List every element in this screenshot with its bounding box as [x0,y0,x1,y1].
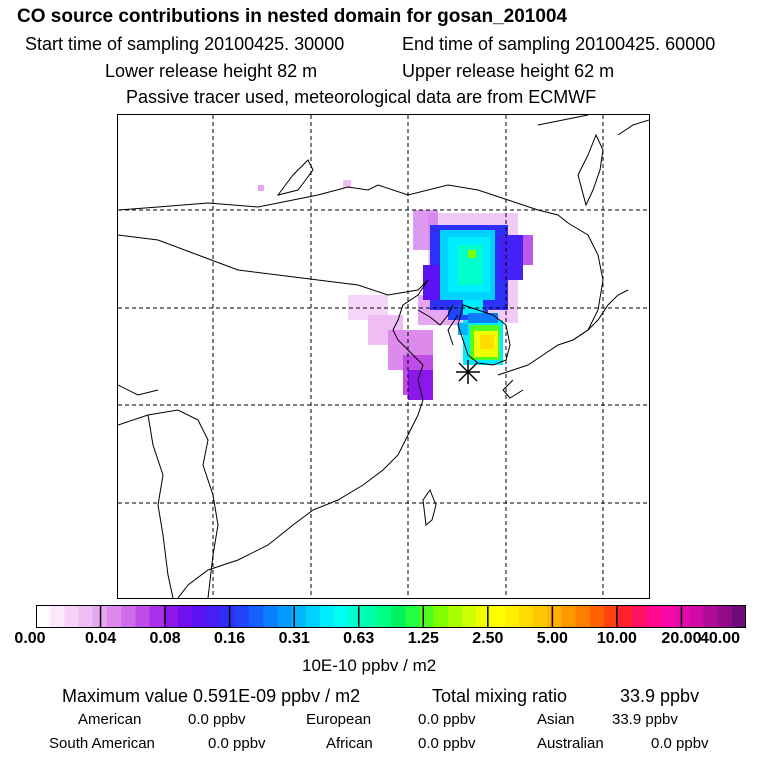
colorbar-cell [589,605,605,628]
colorbar-cell [547,605,562,628]
colorbar-tick-label: 0.00 [14,630,46,647]
colorbar-cell [135,605,151,628]
contribution-name-european: European [306,711,372,728]
colorbar-cell [277,605,293,628]
colorbar-tick-label: 20.00 [661,630,702,647]
colorbar-cell [405,605,420,628]
contribution-name-american: American [78,711,142,728]
colorbar-cell [36,605,51,628]
start-time-label: Start time of sampling 20100425. 30000 [25,34,345,54]
colorbar-cell [646,605,662,628]
colorbar-cell [575,605,591,628]
colorbar-tick-label: 0.31 [278,630,310,647]
colorbar-cell [263,605,278,628]
receptor-marker-icon [456,360,480,384]
total-mixing-ratio-label: Total mixing ratio [432,686,568,706]
colorbar-cell [703,605,719,628]
contribution-value-european: 0.0 ppbv [418,711,476,728]
colorbar-cell [220,605,236,628]
contribution-name-asian: Asian [537,711,575,728]
colorbar-cell [675,605,690,628]
contribution-name-south-american: South American [49,735,155,752]
colorbar-cell [78,605,94,628]
colorbar-cell [291,605,307,628]
colorbar-cell [490,605,506,628]
colorbar-cell [362,605,378,628]
colorbar-tick-label: 0.08 [149,630,181,647]
colorbar-tick-label: 2.50 [472,630,504,647]
colorbar-cell [305,605,321,628]
colorbar-cell [320,605,335,628]
colorbar-cell [660,605,676,628]
colorbar-cell [447,605,463,628]
colorbar-cell [433,605,449,628]
colorbar-cell [518,605,534,628]
plot-title: CO source contributions in nested domain… [17,6,568,27]
contribution-value-american: 0.0 ppbv [188,711,246,728]
colorbar-tick-label: 1.25 [407,630,439,647]
colorbar-units-label: 10E-10 ppbv / m2 [302,656,437,675]
contribution-value-australian: 0.0 ppbv [651,735,709,752]
contribution-name-australian: Australian [537,735,604,752]
colorbar-tick-label: 0.16 [214,630,246,647]
contribution-value-african: 0.0 ppbv [418,735,476,752]
colorbar-cell [334,605,349,628]
colorbar-cell [618,605,633,628]
colorbar-tick-label: 5.00 [536,630,568,647]
colorbar [36,605,746,628]
contribution-value-south-american: 0.0 ppbv [208,735,266,752]
map-gridlines [118,115,649,598]
colorbar-cell [50,605,65,628]
tracer-note-label: Passive tracer used, meteorological data… [126,87,597,107]
colorbar-cell [419,605,435,628]
contribution-value-asian: 33.9 ppbv [612,711,678,728]
colorbar-cell [391,605,406,628]
colorbar-cell [163,605,179,628]
colorbar-cell [107,605,122,628]
colorbar-cell [533,605,548,628]
colorbar-tick-label: 10.00 [596,630,637,647]
colorbar-cell [64,605,80,628]
upper-release-height-label: Upper release height 62 m [402,61,615,81]
maximum-value-label: Maximum value 0.591E-09 ppbv / m2 [62,686,361,706]
colorbar-cell [192,605,207,628]
colorbar-cell [376,605,392,628]
colorbar-cell [561,605,577,628]
map-svg [118,115,649,598]
lower-release-height-label: Lower release height 82 m [105,61,318,81]
colorbar-cell [689,605,704,628]
colorbar-cell [717,605,733,628]
contribution-name-african: African [326,735,373,752]
colorbar-cell [462,605,477,628]
map-coastlines [118,115,649,598]
total-mixing-ratio-value: 33.9 ppbv [620,686,700,706]
colorbar-tick-label: 40.00 [699,630,741,647]
colorbar-cell [632,605,648,628]
colorbar-cell [504,605,520,628]
colorbar-cell [731,605,746,628]
colorbar-cell [121,605,136,628]
colorbar-cell [234,605,250,628]
colorbar-cell [604,605,619,628]
colorbar-cell [476,605,491,628]
colorbar-tick-label: 0.04 [84,630,117,647]
colorbar-tick-label: 0.63 [343,630,375,647]
colorbar-cell [149,605,165,628]
colorbar-cell [178,605,193,628]
source-field [258,180,533,400]
colorbar-cell [249,605,264,628]
colorbar-cell [348,605,364,628]
end-time-label: End time of sampling 20100425. 60000 [402,34,716,54]
colorbar-cell [206,605,222,628]
map-panel [117,114,650,599]
